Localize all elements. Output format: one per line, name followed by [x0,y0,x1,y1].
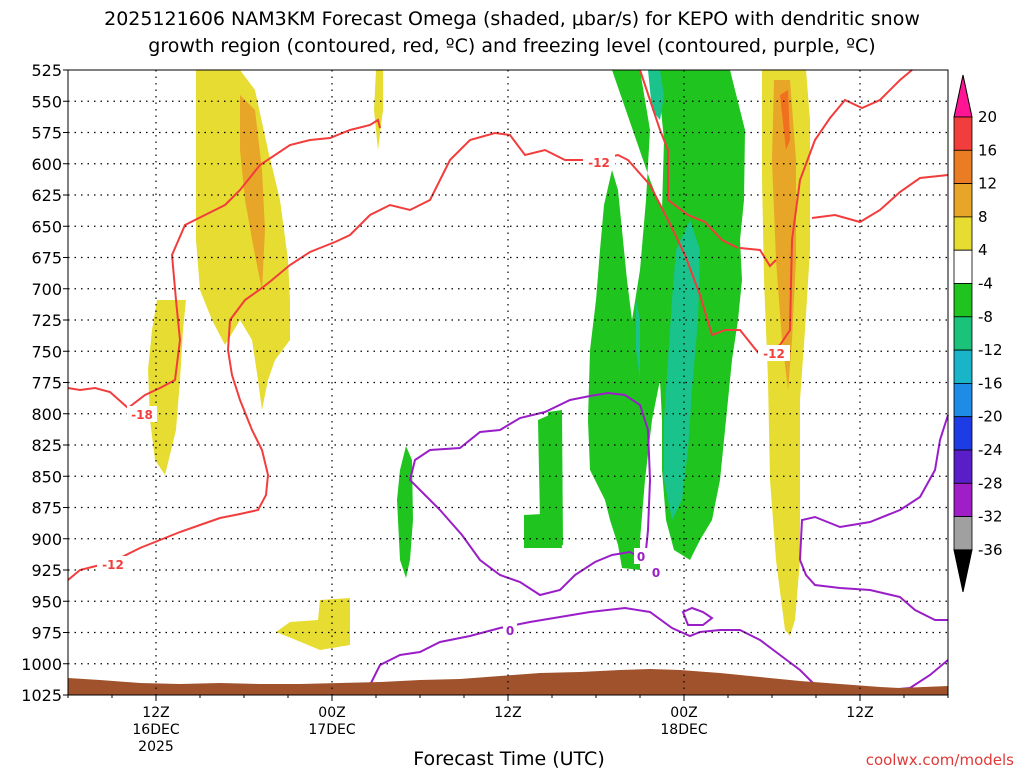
x-tick-label: 12Z [142,705,169,721]
colorbar-label: -12 [978,341,1003,359]
colorbar-label: 8 [978,208,988,226]
x-tick-label: 16DEC [132,722,179,738]
colorbar-segment [953,316,973,351]
y-tick-label: 675 [31,249,62,268]
y-tick-label: 975 [31,624,62,643]
y-tick-label: 950 [31,592,62,611]
purple-contour-1 [408,391,652,597]
omega-shade-green-5 [397,446,413,578]
plot-area [67,69,949,696]
colorbar-segment [953,116,973,151]
y-tick-label: 525 [31,61,62,80]
red-contour-label: -12 [763,347,785,361]
purple-contour-5 [799,559,948,621]
colorbar-segment [953,183,973,218]
red-contour-upper-2 [127,118,381,409]
x-tick-label: 00Z [670,705,697,721]
colorbar-segment [953,283,973,318]
x-tick-label: 17DEC [308,722,355,738]
colorbar-label: -28 [978,474,1003,492]
omega-shade-yellow-1 [196,70,290,410]
red-contour-upper [67,69,913,581]
colorbar-label: -4 [978,275,993,293]
x-tick-label: 12Z [494,705,521,721]
y-tick-label: 600 [31,155,62,174]
colorbar-segment [953,416,973,451]
colorbar: 20 16 12 8 4 -4 -8 -12 -16 -20 -24 -28 -32 -36 [953,74,1003,593]
y-tick-label: 1025 [21,686,62,705]
y-tick-label: 850 [31,467,62,486]
red-contours [67,69,949,581]
colorbar-segment [953,216,973,251]
x-tick-label: 00Z [318,705,345,721]
red-contour-upper-3 [67,386,129,409]
x-tick-label: 2025 [138,739,174,755]
y-tick-label: 925 [31,561,62,580]
omega-shade-yellow-3 [374,70,383,150]
y-tick-label: 800 [31,405,62,424]
colorbar-label: -8 [978,308,993,326]
red-contour-label: -12 [102,558,124,572]
chart-title-line1: 2025121606 NAM3KM Forecast Omega (shaded… [104,8,920,30]
purple-contour-label: 0 [652,566,660,580]
colorbar-segment [953,516,973,551]
colorbar-top-arrow [953,74,973,118]
y-tick-label: 1000 [21,655,62,674]
colorbar-label: 4 [978,241,988,259]
contour-label-group: -18 -12 -12 -12 0 0 0 [97,154,790,638]
x-tick-label: 18DEC [660,722,707,738]
y-axis: 525 550 575 600 625 650 675 700 725 750 775 800 825 8… [21,61,68,705]
red-contour-right-2 [739,247,777,268]
colorbar-label: -16 [978,374,1003,392]
y-tick-label: 575 [31,124,62,143]
colorbar-label: -36 [978,541,1003,559]
colorbar-segment [953,382,973,418]
omega-shade-orange-3 [780,90,790,150]
colorbar-segment [953,482,973,517]
omega-shade-yellow-2 [148,300,186,475]
colorbar-segment [953,149,973,185]
red-contour-label: -12 [588,156,610,170]
colorbar-bottom-arrow [953,549,973,593]
y-tick-label: 775 [31,374,62,393]
red-contour-label: -18 [131,408,153,422]
colorbar-segment [953,349,973,384]
y-tick-label: 725 [31,311,62,330]
omega-shade-green-3 [538,412,562,530]
purple-contour-4 [799,414,949,561]
y-tick-label: 875 [31,499,62,518]
x-tick-label: 12Z [846,705,873,721]
purple-contour-3 [681,606,714,626]
colorbar-label: 16 [978,141,997,159]
colorbar-label: -24 [978,441,1003,459]
omega-shade-teal-3 [636,300,640,380]
red-contour-top-green [639,69,739,249]
purple-contour-label: 0 [506,624,514,638]
y-tick-label: 825 [31,436,62,455]
y-tick-label: 900 [31,530,62,549]
purple-contour-label: 0 [637,550,645,564]
omega-shade-orange-1 [240,95,265,290]
watermark: coolwx.com/models [866,751,1014,768]
colorbar-label: 12 [978,175,997,193]
grid-vertical [155,70,861,695]
colorbar-segment [953,449,973,484]
purple-contour-2 [369,606,816,686]
y-tick-label: 650 [31,217,62,236]
colorbar-label: -32 [978,508,1003,526]
red-contour-right [811,174,949,224]
y-tick-label: 700 [31,280,62,299]
y-tick-label: 625 [31,186,62,205]
x-axis-label: Forecast Time (UTC) [413,748,604,768]
colorbar-label: -20 [978,408,1003,426]
colorbar-label: 20 [978,108,997,126]
y-tick-label: 750 [31,342,62,361]
y-tick-label: 550 [31,92,62,111]
colorbar-segment [953,249,973,284]
omega-shade-green-4 [524,513,562,548]
chart-title-line2: growth region (contoured, red, ºC) and f… [148,35,875,57]
